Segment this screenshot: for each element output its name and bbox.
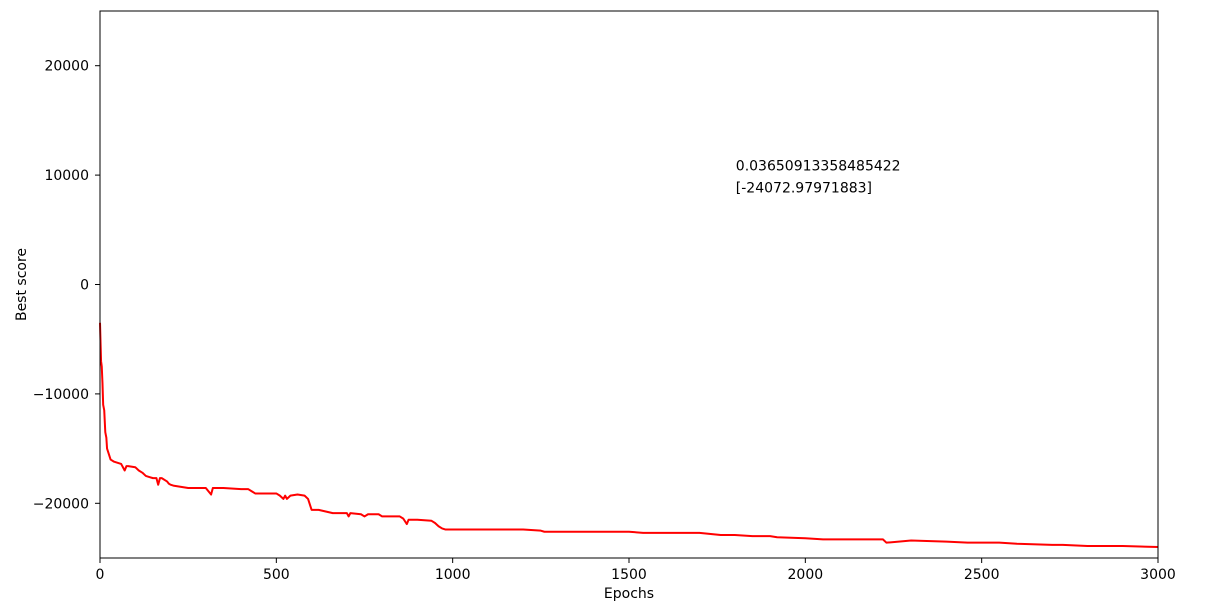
annotations: 0.03650913358485422 [-24072.97971883] xyxy=(736,159,901,197)
y-tick-label: −10000 xyxy=(33,387,89,403)
y-tick-label: −20000 xyxy=(33,496,89,512)
y-axis-label: Best score xyxy=(14,248,30,321)
x-tick-label: 2000 xyxy=(788,567,824,583)
y-tick-label: 10000 xyxy=(44,168,89,184)
series-line-0 xyxy=(99,322,1159,549)
x-tick-label: 2500 xyxy=(964,567,1000,583)
x-tick-label: 3000 xyxy=(1140,567,1176,583)
y-tick-label: 0 xyxy=(80,278,89,294)
x-tick-label: 500 xyxy=(263,567,290,583)
annotation-text: 0.03650913358485422 xyxy=(736,159,901,175)
x-axis: 0 500 1000 1500 2000 2500 3000 xyxy=(96,558,1176,583)
annotation-text: [-24072.97971883] xyxy=(736,181,872,197)
plot-area xyxy=(99,322,1159,549)
x-tick-label: 1500 xyxy=(611,567,647,583)
y-tick-label: 20000 xyxy=(44,59,89,75)
x-tick-label: 1000 xyxy=(435,567,471,583)
x-axis-label: Epochs xyxy=(604,586,654,602)
x-tick-label: 0 xyxy=(96,567,105,583)
y-axis: −20000 −10000 0 10000 20000 xyxy=(33,59,100,512)
